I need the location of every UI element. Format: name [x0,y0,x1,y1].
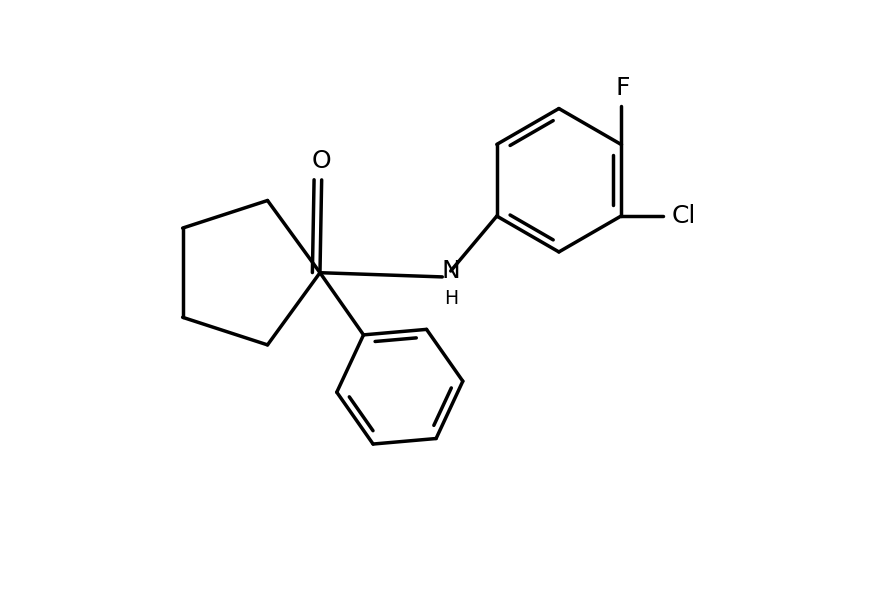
Text: Cl: Cl [672,204,697,228]
Text: N: N [441,259,460,283]
Text: O: O [312,150,331,173]
Text: H: H [444,288,458,308]
Text: F: F [615,76,630,100]
